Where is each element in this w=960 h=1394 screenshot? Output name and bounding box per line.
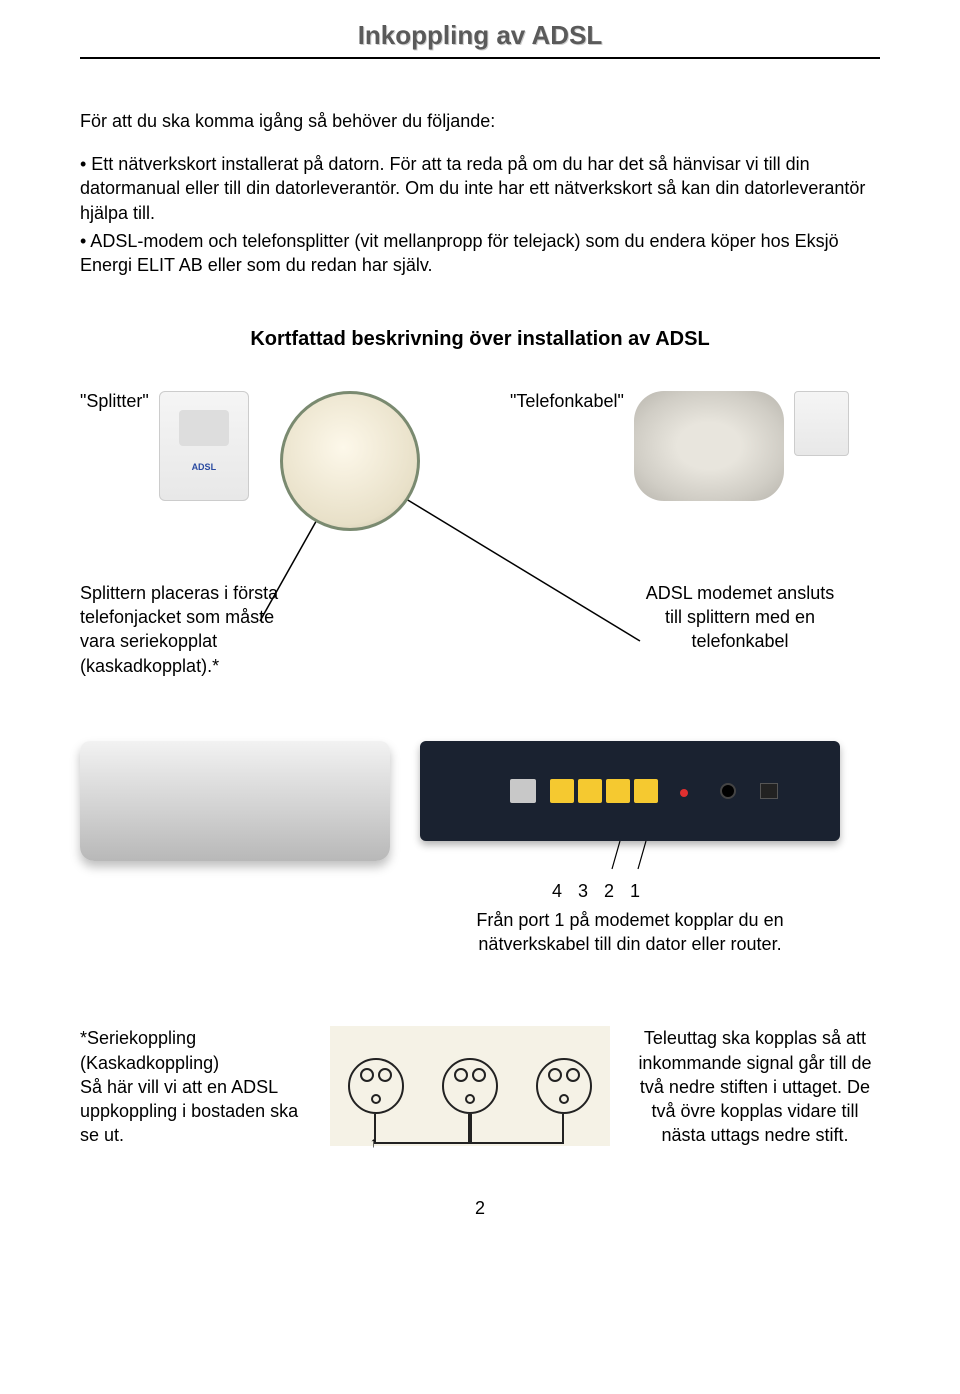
wire-2-3 <box>470 1114 564 1144</box>
power-led <box>680 789 688 797</box>
splitter-label: "Splitter" <box>80 391 149 412</box>
incoming-arrow-icon: ↑ <box>370 1134 377 1150</box>
walljack-image <box>280 391 420 531</box>
modem-row: 4 3 2 1 Från port 1 på modemet kopplar d… <box>80 741 880 957</box>
telefonkabel-label: "Telefonkabel" <box>510 391 624 412</box>
rj11-port <box>510 779 536 803</box>
power-jack <box>720 783 736 799</box>
footer-left-text: *Seriekoppling (Kaskadkoppling) Så här v… <box>80 1026 310 1147</box>
page-number: 2 <box>80 1198 880 1219</box>
bullet-2: • ADSL-modem och telefonsplitter (vit me… <box>80 229 880 278</box>
small-splitter-image <box>794 391 849 456</box>
splitter-description: Splittern placeras i första telefonjacke… <box>80 581 290 678</box>
footer-right-text: Teleuttag ska kopplas så att inkommande … <box>630 1026 880 1147</box>
port-description: Från port 1 på modemet kopplar du en nät… <box>440 908 820 957</box>
modem-front-image <box>80 741 390 861</box>
power-switch <box>760 783 778 799</box>
lan-port-1 <box>634 779 658 803</box>
splitter-image <box>159 391 249 501</box>
wire-1-2 <box>374 1114 470 1144</box>
title-rule <box>80 57 880 59</box>
diagram-area: "Splitter" "Telefonkabel" Splittern plac… <box>80 391 880 731</box>
lan-port-4 <box>550 779 574 803</box>
intro-text: För att du ska komma igång så behöver du… <box>80 109 880 134</box>
port-num-3: 3 <box>578 881 588 902</box>
port-num-1: 1 <box>630 881 640 902</box>
socket-2 <box>442 1058 498 1114</box>
port-pointer-lines <box>420 841 840 871</box>
phone-cable-image <box>634 391 784 501</box>
port-num-4: 4 <box>552 881 562 902</box>
serial-wiring-diagram: ↑ <box>330 1026 610 1146</box>
modem-back-image <box>420 741 840 841</box>
port-numbers: 4 3 2 1 <box>552 881 840 902</box>
bullet-1: • Ett nätverkskort installerat på datorn… <box>80 152 880 225</box>
modem-cable-description: ADSL modemet ansluts till splittern med … <box>640 581 840 654</box>
lan-port-3 <box>578 779 602 803</box>
port-num-2: 2 <box>604 881 614 902</box>
section-heading: Kortfattad beskrivning över installation… <box>80 328 880 351</box>
socket-3 <box>536 1058 592 1114</box>
footer-row: *Seriekoppling (Kaskadkoppling) Så här v… <box>80 1026 880 1147</box>
lan-port-2 <box>606 779 630 803</box>
page-title: Inkoppling av ADSL <box>80 20 880 51</box>
socket-1 <box>348 1058 404 1114</box>
